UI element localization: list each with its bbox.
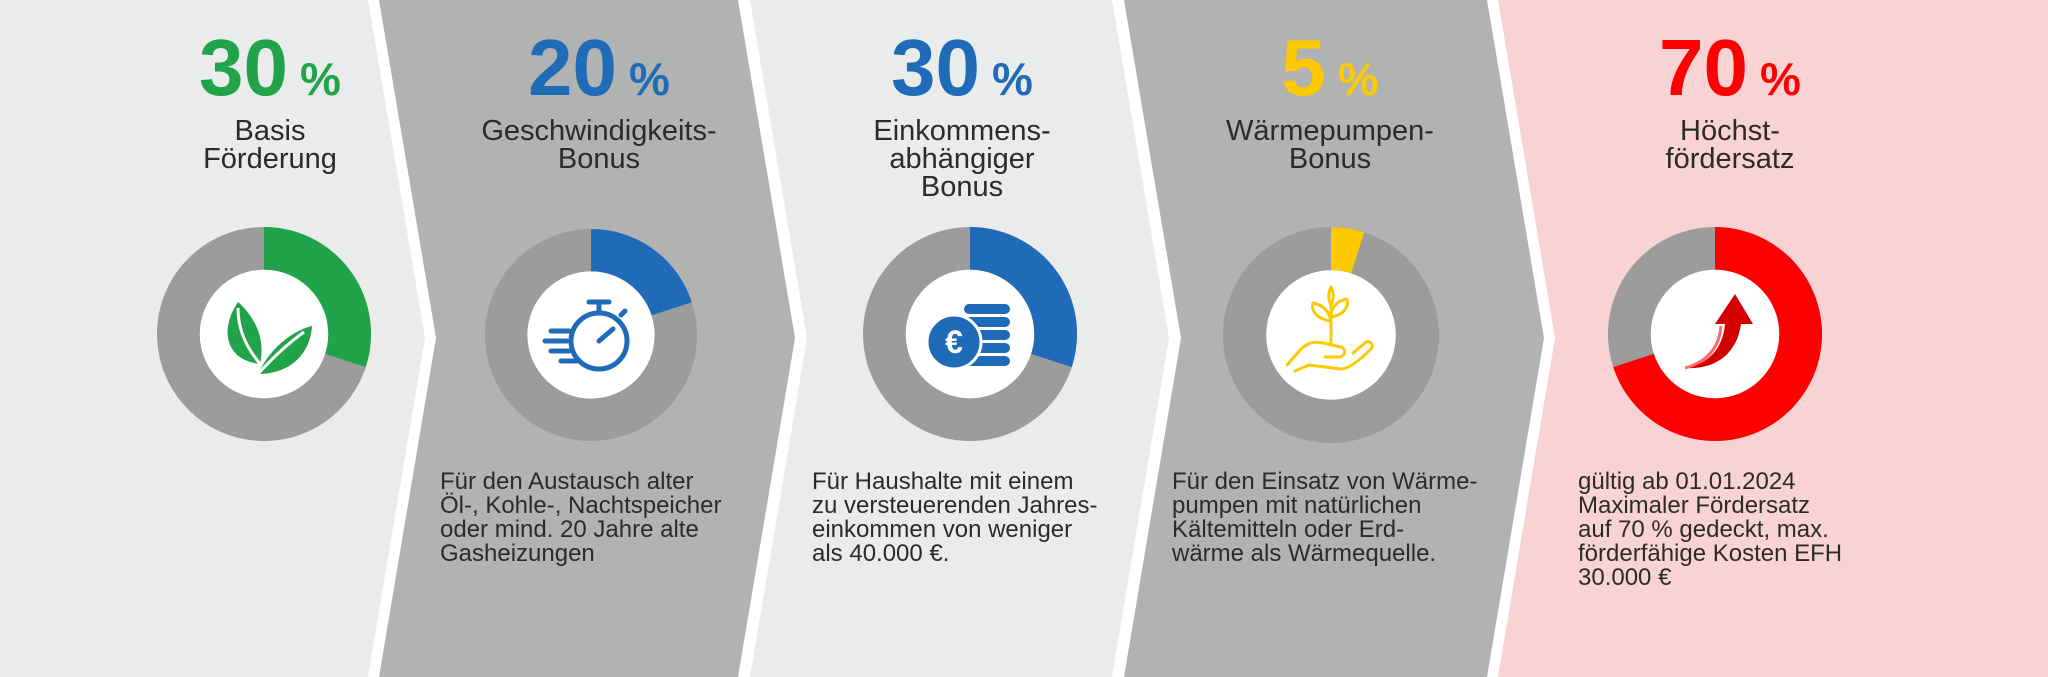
panel-waermepumpen-bonus: 5% Wärmepumpen- Bonus: [1215, 0, 1445, 677]
description-line: 30.000 €: [1578, 564, 1672, 591]
percent-sign: %: [300, 53, 341, 105]
arrow-up-icon: [1684, 294, 1753, 370]
percent-value: 30%: [150, 28, 390, 108]
description-line: wärme als Wärmequelle.: [1172, 540, 1437, 567]
panel-description: Für Haushalte mit einem zu versteuerende…: [812, 470, 1098, 566]
panel-title: Höchst- fördersatz: [1630, 115, 1830, 175]
hand-plant-icon: [1285, 285, 1374, 373]
panel-basis-foerderung: 30% Basis Förderung: [150, 0, 390, 677]
euro-coins-icon: €: [925, 304, 1010, 371]
percent-number: 20: [528, 23, 618, 112]
panel-hoechstfoerdersatz: 70% Höchst- fördersatz: [1630, 0, 1830, 677]
donut-share-segment: [1613, 227, 1822, 441]
title-line: Einkommens-: [873, 115, 1051, 147]
percent-value: 5%: [1215, 28, 1445, 108]
description-line: gültig ab 01.01.2024: [1578, 468, 1796, 495]
svg-text:€: €: [945, 324, 963, 360]
panel-description: Für den Austausch alter Öl-, Kohle-, Nac…: [440, 470, 721, 566]
donut-chart-waermepumpe: [1223, 227, 1439, 443]
description-line: Für Haushalte mit einem: [812, 468, 1074, 495]
percent-number: 30: [891, 23, 981, 112]
title-line: Bonus: [557, 143, 641, 175]
panel-description: Für den Einsatz von Wärme- pumpen mit na…: [1172, 470, 1477, 566]
title-line: Bonus: [1288, 143, 1372, 175]
percent-value: 30%: [862, 28, 1062, 108]
title-line: fördersatz: [1665, 143, 1795, 175]
title-line: Förderung: [203, 143, 337, 175]
description-line: Für den Einsatz von Wärme-: [1172, 468, 1478, 495]
description-line: oder mind. 20 Jahre alte: [440, 516, 699, 543]
donut-chart-einkommen: €: [863, 227, 1077, 441]
title-line: Basis: [234, 115, 306, 147]
percent-sign: %: [629, 53, 670, 105]
percent-sign: %: [992, 53, 1033, 105]
title-line: Wärmepumpen-: [1226, 115, 1434, 147]
description-line: Für den Austausch alter: [440, 468, 694, 495]
donut-center: [527, 271, 655, 399]
title-line: Geschwindigkeits-: [481, 115, 717, 147]
description-line: als 40.000 €.: [812, 540, 950, 567]
donut-chart-hoechstsatz: [1608, 227, 1822, 441]
percent-number: 5: [1281, 23, 1326, 112]
donut-share-segment: [590, 229, 692, 317]
description-line: einkommen von weniger: [812, 516, 1073, 543]
percent-sign: %: [1760, 53, 1801, 105]
description-line: förderfähige Kosten EFH: [1578, 540, 1843, 567]
percent-number: 70: [1659, 23, 1749, 112]
panel-geschwindigkeits-bonus: 20% Geschwindigkeits- Bonus: [475, 0, 723, 677]
description-line: auf 70 % gedeckt, max.: [1578, 516, 1829, 543]
title-line: abhängiger: [889, 143, 1035, 175]
description-line: Maximaler Fördersatz: [1578, 492, 1811, 519]
donut-chart-basis: [157, 227, 371, 441]
title-line: Bonus: [920, 171, 1004, 203]
description-line: pumpen mit natürlichen: [1172, 492, 1422, 519]
description-line: Kältemitteln oder Erd-: [1172, 516, 1405, 543]
description-line: zu versteuerenden Jahres-: [812, 492, 1098, 519]
donut-chart-geschwindigkeit: [485, 229, 697, 441]
panel-einkommens-bonus: 30% Einkommens- abhängiger Bonus: [862, 0, 1062, 677]
donut-share-segment: [263, 227, 371, 368]
panel-title: Geschwindigkeits- Bonus: [475, 115, 723, 175]
donut-share-segment: [1330, 227, 1365, 274]
percent-sign: %: [1337, 53, 1379, 105]
panel-title: Einkommens- abhängiger Bonus: [862, 115, 1062, 203]
description-line: Öl-, Kohle-, Nachtspeicher: [440, 492, 722, 519]
donut-center: [1650, 269, 1780, 399]
panel-title: Basis Förderung: [150, 115, 390, 175]
title-line: Höchst-: [1680, 115, 1780, 147]
description-line: Gasheizungen: [440, 540, 595, 567]
stopwatch-icon: [542, 299, 630, 372]
donut-center: [199, 269, 329, 399]
percent-number: 30: [199, 23, 289, 112]
panel-title: Wärmepumpen- Bonus: [1215, 115, 1445, 175]
percent-value: 70%: [1630, 28, 1830, 108]
panel-description: gültig ab 01.01.2024 Maximaler Fördersat…: [1578, 470, 1842, 590]
leaf-icon: [227, 302, 312, 376]
donut-share-segment: [969, 227, 1077, 368]
percent-value: 20%: [475, 28, 723, 108]
